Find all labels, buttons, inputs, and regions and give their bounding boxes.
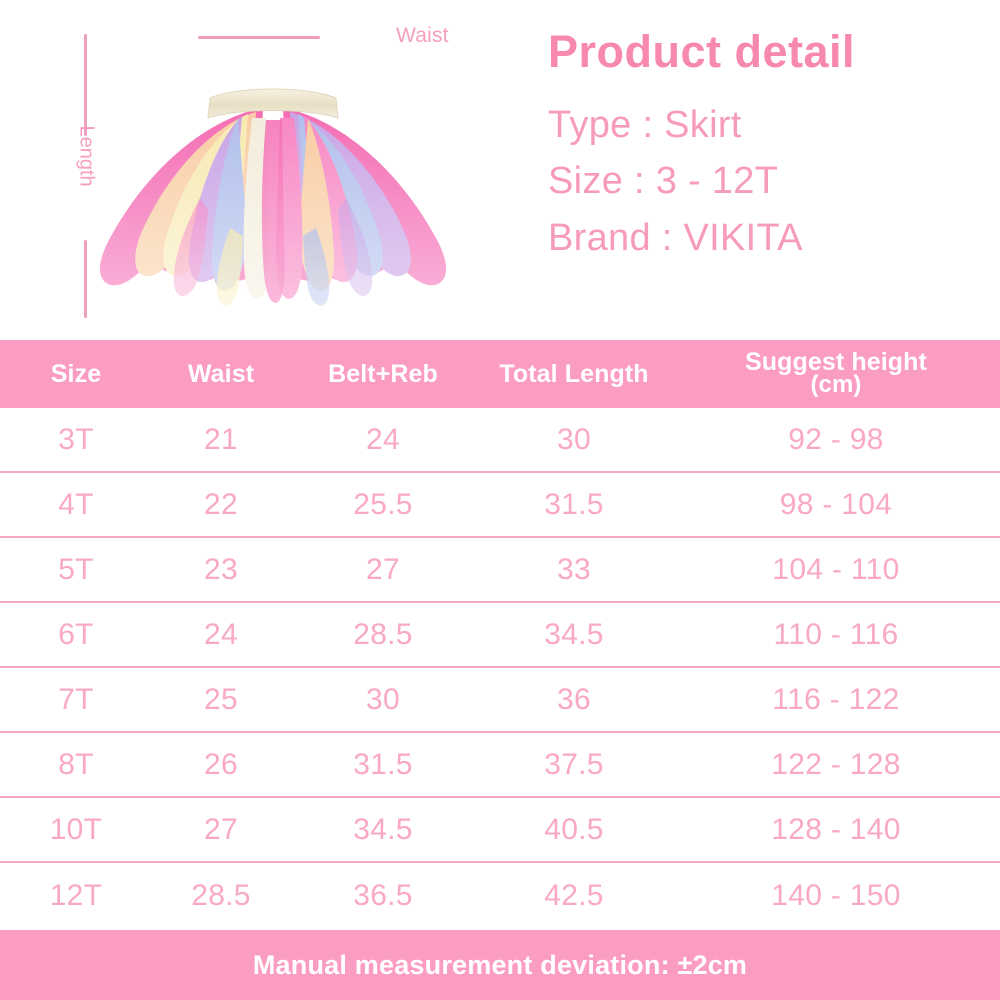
detail-line-brand: Brand : VIKITA bbox=[548, 216, 803, 259]
column-header-waist: Waist bbox=[187, 359, 255, 388]
cell-size: 7T bbox=[58, 682, 94, 716]
cell-suggest-height: 104 - 110 bbox=[772, 552, 900, 586]
product-photo bbox=[88, 78, 458, 328]
table-row: 8T 26 31.5 37.5 122 - 128 bbox=[0, 733, 1000, 798]
cell-belt-reb: 24 bbox=[366, 422, 400, 456]
cell-total-length: 40.5 bbox=[544, 812, 604, 846]
cell-belt-reb: 31.5 bbox=[353, 747, 413, 781]
cell-belt-reb: 30 bbox=[366, 682, 400, 716]
cell-size: 6T bbox=[58, 617, 94, 651]
cell-belt-reb: 36.5 bbox=[353, 878, 413, 912]
table-row: 7T 25 30 36 116 - 122 bbox=[0, 668, 1000, 733]
cell-total-length: 34.5 bbox=[544, 617, 604, 651]
table-row: 4T 22 25.5 31.5 98 - 104 bbox=[0, 473, 1000, 538]
cell-belt-reb: 34.5 bbox=[353, 812, 413, 846]
detail-line-size: Size : 3 - 12T bbox=[548, 160, 779, 203]
cell-size: 4T bbox=[58, 487, 94, 521]
cell-waist: 21 bbox=[204, 422, 238, 456]
cell-total-length: 31.5 bbox=[544, 487, 604, 521]
cell-belt-reb: 25.5 bbox=[353, 487, 413, 521]
cell-size: 8T bbox=[58, 747, 94, 781]
cell-suggest-height: 122 - 128 bbox=[771, 747, 901, 781]
cell-suggest-height: 98 - 104 bbox=[779, 487, 893, 521]
cell-total-length: 42.5 bbox=[544, 878, 604, 912]
cell-waist: 28.5 bbox=[191, 878, 251, 912]
column-header-suggest-height-main: Suggest height bbox=[745, 348, 927, 377]
waist-measure-label: Waist bbox=[396, 24, 449, 47]
cell-total-length: 30 bbox=[557, 422, 591, 456]
length-measure-line-top bbox=[84, 34, 87, 136]
tutu-skirt-illustration bbox=[99, 88, 447, 306]
cell-suggest-height: 140 - 150 bbox=[771, 878, 901, 912]
table-header-row: Size Waist Belt+Reb Total Length Suggest… bbox=[0, 340, 1000, 408]
cell-suggest-height: 92 - 98 bbox=[788, 422, 884, 456]
length-measure-line-bottom bbox=[84, 240, 87, 318]
cell-belt-reb: 28.5 bbox=[353, 617, 413, 651]
cell-size: 5T bbox=[58, 552, 94, 586]
cell-total-length: 36 bbox=[557, 682, 591, 716]
cell-waist: 24 bbox=[204, 617, 238, 651]
cell-suggest-height: 116 - 122 bbox=[772, 682, 900, 716]
detail-line-type: Type : Skirt bbox=[548, 104, 742, 147]
cell-waist: 23 bbox=[204, 552, 238, 586]
cell-waist: 25 bbox=[204, 682, 238, 716]
cell-waist: 27 bbox=[204, 812, 238, 846]
table-row: 5T 23 27 33 104 - 110 bbox=[0, 538, 1000, 603]
cell-size: 3T bbox=[58, 422, 94, 456]
column-header-suggest-height-unit: (cm) bbox=[810, 371, 862, 399]
column-header-total-length: Total Length bbox=[499, 359, 649, 388]
size-chart-table: Size Waist Belt+Reb Total Length Suggest… bbox=[0, 340, 1000, 928]
table-row: 10T 27 34.5 40.5 128 - 140 bbox=[0, 798, 1000, 863]
cell-total-length: 37.5 bbox=[544, 747, 604, 781]
table-row: 3T 21 24 30 92 - 98 bbox=[0, 408, 1000, 473]
cell-size: 10T bbox=[49, 812, 103, 846]
column-header-belt-reb: Belt+Reb bbox=[328, 359, 438, 388]
product-detail-title: Product detail bbox=[548, 26, 856, 77]
cell-total-length: 33 bbox=[557, 552, 591, 586]
cell-belt-reb: 27 bbox=[366, 552, 400, 586]
product-overview-section: Waist Length bbox=[0, 0, 1000, 340]
table-row: 12T 28.5 36.5 42.5 140 - 150 bbox=[0, 863, 1000, 928]
column-header-suggest-height: Suggest height (cm) bbox=[672, 348, 1000, 399]
cell-waist: 22 bbox=[204, 487, 238, 521]
waist-measure-line bbox=[198, 36, 320, 39]
cell-waist: 26 bbox=[204, 747, 238, 781]
measurement-deviation-text: Manual measurement deviation: ±2cm bbox=[252, 949, 748, 980]
product-detail-block: Product detail Type : Skirt Size : 3 - 1… bbox=[548, 28, 978, 266]
cell-suggest-height: 110 - 116 bbox=[773, 617, 899, 651]
cell-suggest-height: 128 - 140 bbox=[771, 812, 901, 846]
table-row: 6T 24 28.5 34.5 110 - 116 bbox=[0, 603, 1000, 668]
column-header-size: Size bbox=[50, 359, 102, 388]
measurement-deviation-banner: Manual measurement deviation: ±2cm bbox=[0, 930, 1000, 1000]
cell-size: 12T bbox=[49, 878, 103, 912]
